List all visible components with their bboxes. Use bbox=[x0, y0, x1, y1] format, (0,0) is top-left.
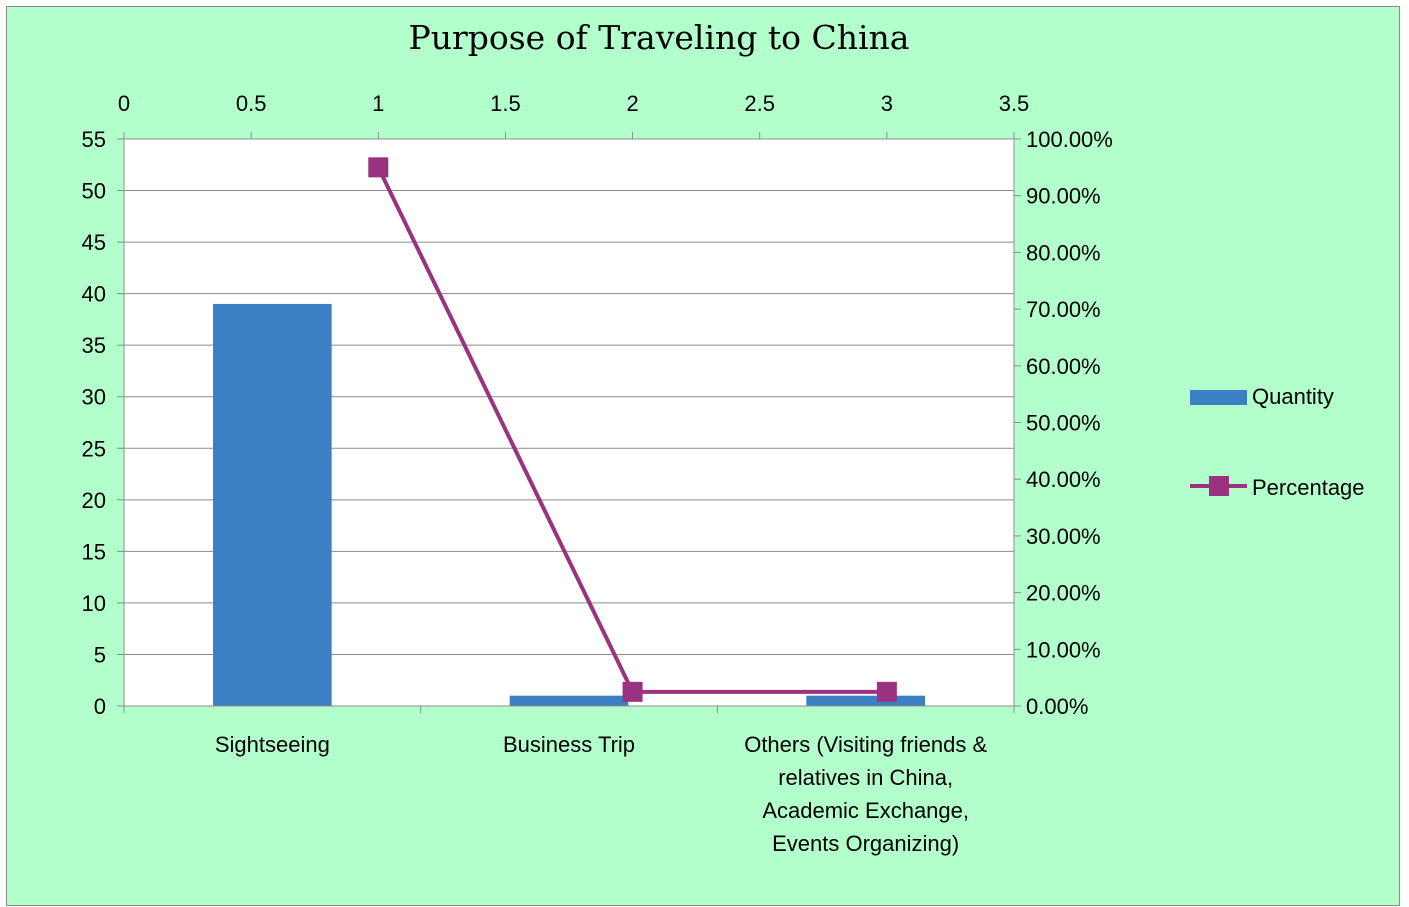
x-category-label-line: Events Organizing) bbox=[772, 831, 959, 856]
x2-tick-label: 3 bbox=[881, 91, 893, 116]
y2-tick-label: 10.00% bbox=[1026, 637, 1101, 662]
y-tick-label: 35 bbox=[82, 333, 106, 358]
line-series bbox=[368, 157, 897, 702]
line-point-marker bbox=[368, 157, 389, 178]
y-tick-label: 10 bbox=[82, 591, 106, 616]
y-tick-label: 40 bbox=[82, 282, 106, 307]
y2-tick-label: 50.00% bbox=[1026, 411, 1101, 436]
axis-labels: 05101520253035404550550.00%10.00%20.00%3… bbox=[82, 91, 1113, 856]
y-tick-label: 15 bbox=[82, 539, 106, 564]
y-tick-label: 30 bbox=[82, 385, 106, 410]
x-category-label-line: Business Trip bbox=[503, 732, 635, 757]
y2-tick-label: 100.00% bbox=[1026, 127, 1113, 152]
y-tick-label: 20 bbox=[82, 488, 106, 513]
y2-tick-label: 70.00% bbox=[1026, 297, 1101, 322]
chart-title: Purpose of Traveling to China bbox=[409, 18, 910, 57]
bar bbox=[509, 695, 629, 706]
x2-tick-label: 3.5 bbox=[999, 91, 1030, 116]
x2-tick-label: 0 bbox=[118, 91, 130, 116]
bar bbox=[806, 695, 925, 706]
y2-tick-label: 20.00% bbox=[1026, 581, 1101, 606]
x-category-label: Others (Visiting friends & relatives in C… bbox=[744, 732, 987, 856]
x2-tick-label: 2 bbox=[626, 91, 638, 116]
y2-tick-label: 40.00% bbox=[1026, 467, 1101, 492]
y2-tick-label: 60.00% bbox=[1026, 354, 1101, 379]
legend-swatch-quantity bbox=[1190, 390, 1247, 405]
y-tick-label: 45 bbox=[82, 230, 106, 255]
x-category-label-line: Sightseeing bbox=[215, 732, 330, 757]
x2-tick-label: 2.5 bbox=[744, 91, 775, 116]
legend-label-percentage: Percentage bbox=[1252, 475, 1365, 500]
y-tick-label: 0 bbox=[94, 694, 106, 719]
line-point-marker bbox=[876, 681, 897, 702]
x2-tick-label: 0.5 bbox=[236, 91, 267, 116]
x-category-label-line: Others (Visiting friends & bbox=[744, 732, 987, 757]
chart-area: Purpose of Traveling to China 0 5 10 15 20 25… bbox=[6, 6, 1400, 906]
chart-svg: Purpose of Traveling to China 0510152025… bbox=[82, 18, 1365, 856]
axes bbox=[117, 132, 1021, 713]
bar bbox=[213, 303, 332, 706]
y-tick-label: 55 bbox=[82, 127, 106, 152]
x-category-label-line: Academic Exchange, bbox=[762, 798, 969, 823]
y-tick-label: 50 bbox=[82, 179, 106, 204]
y-tick-label: 5 bbox=[94, 642, 106, 667]
x2-tick-label: 1.5 bbox=[490, 91, 521, 116]
y2-tick-label: 80.00% bbox=[1026, 240, 1101, 265]
legend-label-quantity: Quantity bbox=[1252, 384, 1334, 409]
y-tick-label: 25 bbox=[82, 436, 106, 461]
x2-tick-label: 1 bbox=[372, 91, 384, 116]
bar-series bbox=[213, 303, 925, 706]
legend-marker-percentage bbox=[1209, 476, 1229, 496]
y2-tick-label: 30.00% bbox=[1026, 524, 1101, 549]
line-point-marker bbox=[622, 681, 643, 702]
y2-tick-label: 90.00% bbox=[1026, 184, 1101, 209]
legend: Quantity Percentage bbox=[1190, 384, 1365, 500]
y2-tick-label: 0.00% bbox=[1026, 694, 1088, 719]
x-category-label-line: relatives in China, bbox=[778, 765, 953, 790]
x-category-label: Business Trip bbox=[503, 732, 635, 757]
x-category-label: Sightseeing bbox=[215, 732, 330, 757]
